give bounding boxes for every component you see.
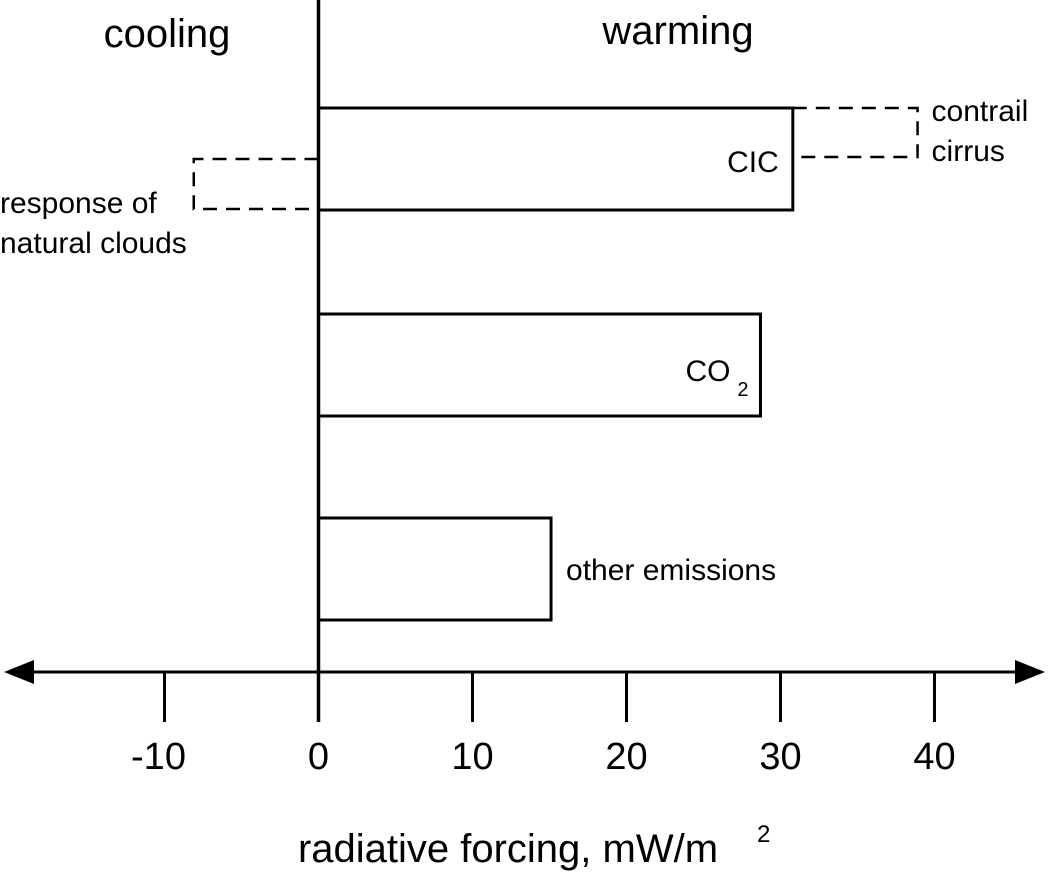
x-tick-label-3: 20 [605,736,647,778]
label-natural-clouds-line1: response of [0,187,157,220]
bar-label-cic: CIC [727,146,779,179]
bar-2 [317,312,762,418]
bar-label-co2-subscript: 2 [737,379,748,401]
label-other-emissions: other emissions [566,554,776,587]
bars-group [317,106,795,622]
x-tick-label-5: 40 [913,736,955,778]
x-axis-title: radiative forcing, mW/m [298,827,718,871]
x-axis-right-arrow [1015,660,1045,684]
label-contrail-cirrus-line2: cirrus [932,135,1005,168]
label-natural-clouds-line2: natural clouds [0,227,187,260]
bar-1 [317,106,795,212]
x-axis-left-arrow [4,660,34,684]
x-tick-label-0: -10 [131,736,186,778]
x-axis [4,0,1045,722]
x-axis-title-superscript: 2 [757,821,770,848]
dashed-components-group [192,106,919,211]
label-contrail-cirrus-line1: contrail [932,95,1029,128]
region-label-cooling: cooling [104,12,231,56]
region-label-warming: warming [601,9,753,53]
bar-label-co2: CO [685,355,730,388]
x-tick-label-4: 30 [759,736,801,778]
bar-3 [317,516,553,622]
x-tick-label-2: 10 [451,736,493,778]
x-tick-label-1: 0 [308,736,329,778]
natural-clouds-box [192,157,319,211]
labels-group: CIC CO 2 other emissions contrail cirrus respo… [0,9,1028,871]
contrail-cirrus-box [792,106,919,159]
